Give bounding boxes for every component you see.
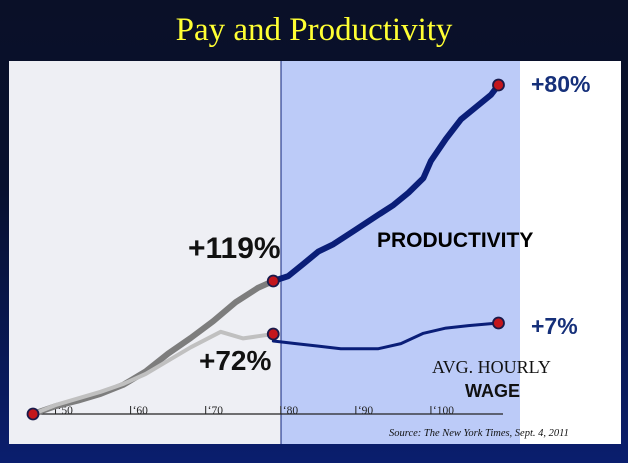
wage-line bbox=[271, 321, 500, 351]
x-tick-label: ‘70 bbox=[208, 405, 224, 417]
annotation-wage-pre: +72% bbox=[199, 345, 271, 376]
wage-pre-line bbox=[31, 329, 276, 416]
productivity-1979-marker bbox=[266, 274, 280, 288]
wage-label-line1: AVG. HOURLY bbox=[432, 357, 551, 377]
x-tick-label: ‘60 bbox=[133, 405, 149, 417]
slide-title: Pay and Productivity bbox=[175, 12, 453, 48]
annotation-wage-post: +7% bbox=[531, 313, 578, 339]
wage-1979-marker bbox=[266, 327, 280, 341]
x-tick-label: ‘50 bbox=[58, 405, 74, 417]
x-tick-label: ‘90 bbox=[358, 405, 374, 417]
annotation-productivity-pre: +119% bbox=[188, 232, 281, 265]
productivity-line bbox=[270, 82, 502, 284]
source-note: Source: The New York Times, Sept. 4, 201… bbox=[389, 428, 569, 439]
wage-end-marker bbox=[492, 316, 505, 330]
wage-label-line2: WAGE bbox=[465, 381, 520, 401]
x-ticks: ‘50 ‘60 ‘70 ‘80 ‘90 ‘100 bbox=[55, 405, 454, 417]
annotation-productivity-post: +80% bbox=[531, 71, 590, 97]
markers bbox=[26, 78, 505, 421]
x-tick-label: ‘80 bbox=[283, 405, 299, 417]
productivity-end-marker bbox=[492, 78, 505, 92]
pre-1979-region bbox=[9, 61, 281, 444]
start-marker bbox=[26, 407, 40, 421]
x-tick-label: ‘100 bbox=[433, 405, 454, 417]
series-layer bbox=[30, 82, 502, 417]
productivity-label: PRODUCTIVITY bbox=[377, 229, 533, 252]
